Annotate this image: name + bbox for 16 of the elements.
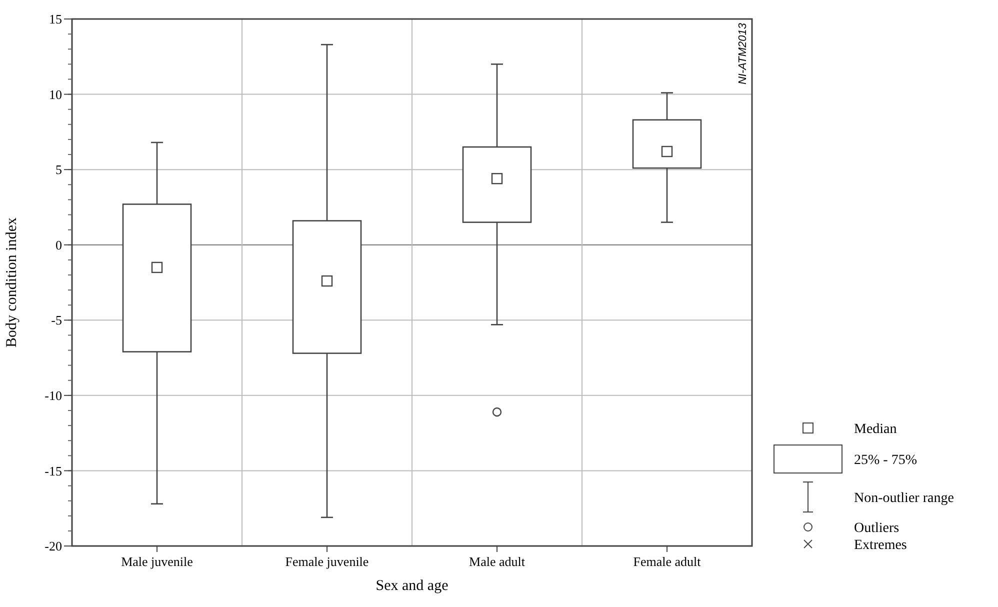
x-tick-label: Female juvenile — [285, 554, 369, 569]
x-tick-label: Female adult — [633, 554, 702, 569]
y-tick-label: 15 — [49, 12, 62, 27]
y-axis-title: Body condition index — [4, 217, 20, 348]
y-tick-label: 10 — [49, 86, 62, 102]
x-tick-label: Male juvenile — [121, 554, 194, 569]
symbol-key: Median 25% - 75% Non-outlier range Outliers Extremes — [774, 422, 954, 553]
y-tick-label: -5 — [51, 312, 62, 328]
y-tick-label: 5 — [56, 162, 62, 178]
y-tick-label: -15 — [44, 463, 62, 478]
y-tick-label: -20 — [44, 538, 62, 554]
y-tick-label: -10 — [44, 388, 62, 403]
y-tick-label: 0 — [56, 237, 62, 252]
annotation: NI-ATM2013 — [737, 22, 749, 85]
x-axis-title: Sex and age — [376, 578, 449, 594]
x-tick-label: Male adult — [469, 554, 526, 569]
